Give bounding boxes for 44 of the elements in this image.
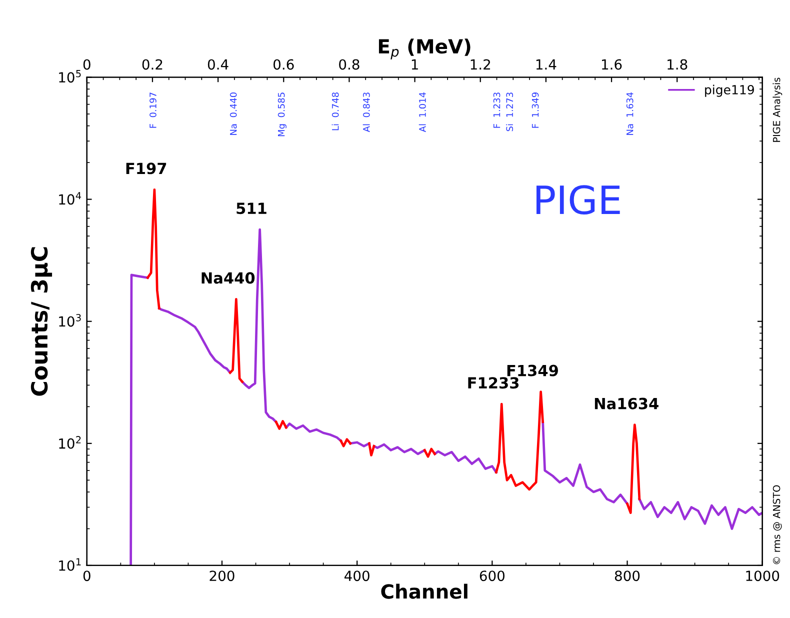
annotation: F197 <box>126 162 166 174</box>
annotation: Mg 0.585 <box>278 92 286 136</box>
annotation: Li 0.748 <box>332 92 339 130</box>
annotation: PIGE <box>536 185 620 215</box>
annotation: Al 0.843 <box>362 92 370 132</box>
text: PIGE Analysis <box>772 78 782 142</box>
x2-tick-label: 1.4 <box>536 59 556 70</box>
x2-tick-label: 0.8 <box>339 59 360 70</box>
text: © rms @ ANSTO <box>772 485 782 564</box>
annotation: F 1.349 <box>532 92 539 128</box>
x-tick-label: 800 <box>614 570 640 582</box>
x2-tick-label: 1.2 <box>470 59 490 70</box>
x2-axis-title: E$_{p}$ (MeV) <box>378 38 470 60</box>
x-tick-label: 200 <box>210 570 234 582</box>
y-tick-label: 10$^{2}$ <box>59 436 81 449</box>
annotation: 511 <box>236 202 266 214</box>
x2-tick-label: 0.6 <box>274 59 294 70</box>
annotation: F 1.233 <box>493 92 500 128</box>
annotation: Na 0.440 <box>230 92 237 135</box>
annotation: F1349 <box>507 364 558 376</box>
x-tick-label: 0 <box>83 570 90 582</box>
annotation: Na 1.634 <box>626 92 634 135</box>
x-axis-title: Channel <box>381 584 468 599</box>
legend-label: pige119 <box>705 84 754 97</box>
annotation: Na440 <box>202 272 255 284</box>
y-axis-title: Counts/ 3µC <box>30 247 52 396</box>
x2-tick-label: 1.6 <box>602 59 622 70</box>
annotation: Al 1.014 <box>418 92 426 132</box>
x2-tick-label: 0.2 <box>142 59 162 70</box>
annotation: F1233 <box>468 377 519 389</box>
y-tick-label: 10$^{3}$ <box>59 314 81 327</box>
y-tick-label: 10$^{5}$ <box>59 70 81 83</box>
x2-tick-label: 1.8 <box>668 59 688 70</box>
x-tick-label: 400 <box>344 570 370 582</box>
y-tick-label: 10$^{1}$ <box>59 558 81 571</box>
x-tick-label: 600 <box>480 570 504 582</box>
annotation: Si 1.273 <box>506 92 514 132</box>
y-tick-label: 10$^{4}$ <box>59 192 82 205</box>
x2-tick-label: 0.4 <box>208 59 228 70</box>
annotation: F 0.197 <box>150 92 156 128</box>
x-tick-label: 1000 <box>746 570 780 582</box>
annotation: Na1634 <box>594 398 658 410</box>
x2-tick-label: 0 <box>83 59 90 70</box>
x2-tick-label: 1 <box>412 59 418 70</box>
